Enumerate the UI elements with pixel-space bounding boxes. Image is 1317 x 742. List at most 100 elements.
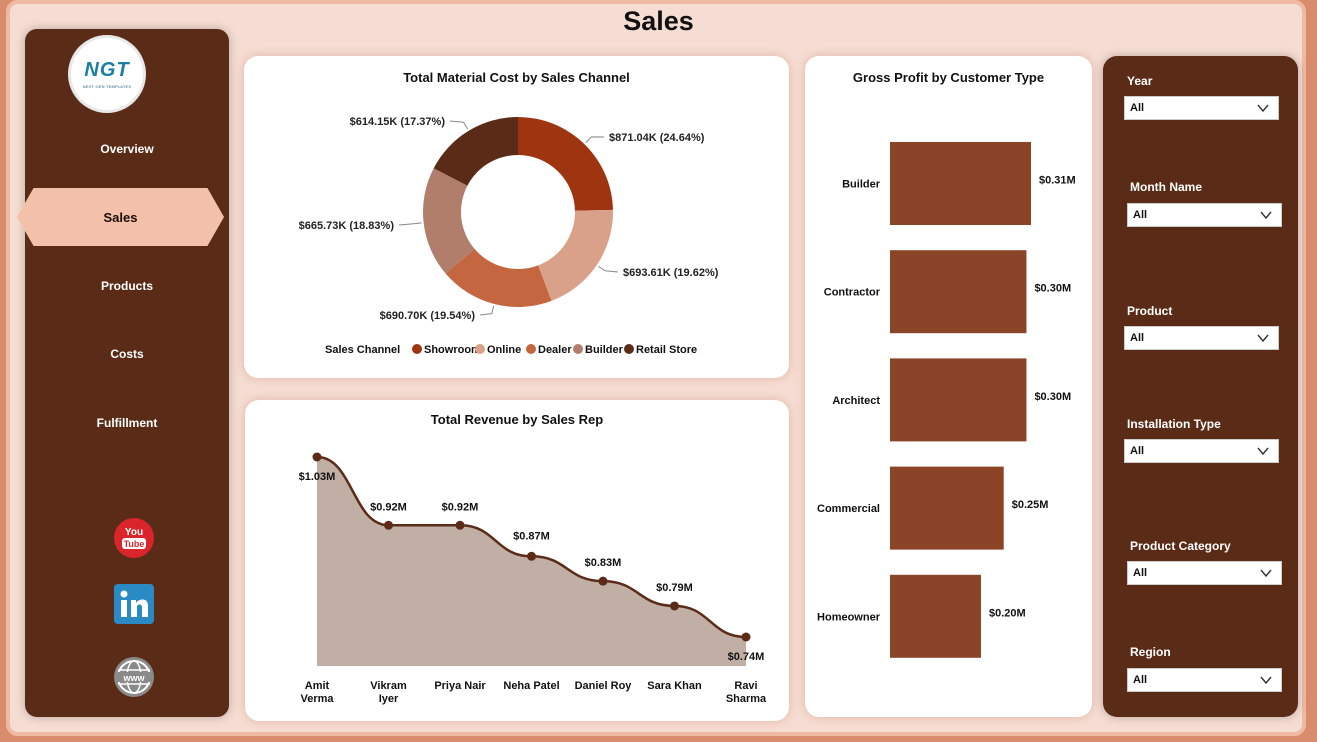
donut-slice-dealer[interactable] <box>445 248 552 307</box>
revenue-x-tick-label: Priya Nair <box>434 680 486 692</box>
chevron-down-icon <box>1260 676 1272 685</box>
svg-text:Tube: Tube <box>124 539 145 549</box>
revenue-point-vikram-iyer[interactable] <box>384 520 393 530</box>
revenue-x-tick-label: Vikram <box>370 680 407 692</box>
material-cost-donut-chart: $871.04K (24.64%) $693.61K (19.62%) $690.7… <box>299 116 719 356</box>
filter-value-product: All <box>1130 332 1145 344</box>
legend-marker-online <box>475 344 485 354</box>
filter-select-month[interactable]: All <box>1127 203 1282 227</box>
gross-profit-category-label: Architect <box>832 395 880 407</box>
gross-profit-data-label: $0.31M <box>1039 175 1076 187</box>
nav-item-products[interactable]: Products <box>100 279 153 293</box>
left-nav: NGT NEXT GEN TEMPLATES Overview Sales Pr… <box>17 29 229 717</box>
gross-profit-category-label: Contractor <box>824 287 881 299</box>
revenue-x-tick-label: Amit <box>305 680 330 692</box>
revenue-data-label: $0.92M <box>442 501 479 513</box>
legend-marker-dealer <box>526 344 536 354</box>
nav-item-costs[interactable]: Costs <box>110 347 144 361</box>
gross-profit-title: Gross Profit by Customer Type <box>852 70 1045 85</box>
gross-profit-data-label: $0.30M <box>1034 283 1071 295</box>
chevron-down-icon <box>1257 447 1269 456</box>
filter-label-product-category: Product Category <box>1130 539 1231 553</box>
revenue-point-priya-nair[interactable] <box>455 520 465 530</box>
gross-profit-bar-builder[interactable] <box>890 142 1031 225</box>
revenue-data-label: $0.79M <box>656 582 693 594</box>
filter-label-installation-type: Installation Type <box>1127 417 1221 431</box>
gross-profit-data-label: $0.20M <box>989 607 1026 619</box>
donut-slice-builder[interactable] <box>423 168 475 274</box>
donut-data-label: $614.15K (17.37%) <box>350 116 446 128</box>
filter-label-region: Region <box>1130 645 1171 659</box>
gross-profit-bar-homeowner[interactable] <box>890 574 981 658</box>
donut-leader-line <box>449 120 469 130</box>
gross-profit-data-label: $0.25M <box>1012 499 1049 511</box>
revenue-data-label: $0.87M <box>513 530 550 542</box>
chevron-down-icon <box>1260 569 1272 578</box>
chevron-down-icon <box>1257 104 1269 113</box>
revenue-data-label: $0.92M <box>370 501 407 513</box>
filter-label-year: Year <box>1127 74 1153 88</box>
revenue-point-ravi-sharma[interactable] <box>741 632 751 642</box>
revenue-x-tick-label: Sara Khan <box>647 680 702 692</box>
chevron-down-icon <box>1260 211 1272 220</box>
svg-text:www: www <box>122 673 145 683</box>
donut-slice-online[interactable] <box>538 209 613 301</box>
gross-profit-bar-contractor[interactable] <box>890 250 1027 334</box>
material-cost-card: Total Material Cost by Sales Channel $87… <box>244 56 789 378</box>
revenue-point-neha-patel[interactable] <box>527 551 536 561</box>
filter-label-product: Product <box>1127 304 1173 318</box>
page-title: Sales <box>623 6 694 36</box>
filter-value-year: All <box>1130 102 1145 114</box>
filter-label-month: Month Name <box>1130 180 1202 194</box>
donut-slice-showroom[interactable] <box>518 117 613 211</box>
gross-profit-bar-architect[interactable] <box>890 358 1027 442</box>
chevron-down-icon <box>1257 334 1269 343</box>
youtube-icon[interactable]: You Tube <box>113 517 155 559</box>
gross-profit-data-label: $0.30M <box>1034 391 1071 403</box>
revenue-x-tick-label: Sharma <box>726 693 767 705</box>
legend-marker-showroom <box>412 344 422 354</box>
filter-value-region: All <box>1133 674 1148 686</box>
legend-marker-retail-store <box>624 344 634 354</box>
donut-slice-retail-store[interactable] <box>433 117 518 186</box>
nav-item-fulfillment[interactable]: Fulfillment <box>96 416 158 430</box>
revenue-x-tick-label: Neha Patel <box>503 680 559 692</box>
website-icon[interactable]: www <box>113 656 155 698</box>
ngt-logo[interactable]: NGT NEXT GEN TEMPLATES <box>71 38 143 110</box>
legend-marker-builder <box>573 344 583 354</box>
linkedin-icon[interactable] <box>113 583 155 625</box>
filter-select-region[interactable]: All <box>1127 668 1282 692</box>
nav-item-overview[interactable]: Overview <box>100 142 154 156</box>
revenue-x-tick-label: Iyer <box>379 693 399 705</box>
nav-item-sales[interactable]: Sales <box>17 188 224 246</box>
filter-panel: Year All Month Name All Product All Inst… <box>1103 56 1298 717</box>
filter-select-installation-type[interactable]: All <box>1124 439 1279 463</box>
donut-data-label: $871.04K (24.64%) <box>609 132 705 144</box>
revenue-x-tick-label: Daniel Roy <box>575 680 633 692</box>
logo-text: NGT <box>84 59 130 81</box>
filter-select-year[interactable]: All <box>1124 96 1279 120</box>
revenue-point-sara-khan[interactable] <box>670 601 679 611</box>
filter-select-product-category[interactable]: All <box>1127 561 1282 585</box>
filter-value-installation-type: All <box>1130 445 1145 457</box>
legend-item-builder[interactable]: Builder <box>585 344 624 356</box>
legend-item-online[interactable]: Online <box>487 344 521 356</box>
revenue-point-daniel-roy[interactable] <box>598 576 608 586</box>
gross-profit-bar-commercial[interactable] <box>890 466 1004 550</box>
legend-item-showroom[interactable]: Showroom <box>424 344 481 356</box>
revenue-point-amit-verma[interactable] <box>312 452 322 462</box>
gross-profit-category-label: Builder <box>842 179 881 191</box>
gross-profit-category-label: Commercial <box>817 503 880 515</box>
material-cost-title: Total Material Cost by Sales Channel <box>403 70 630 85</box>
legend-item-retail-store[interactable]: Retail Store <box>636 344 697 356</box>
revenue-x-tick-label: Verma <box>300 693 334 705</box>
revenue-x-tick-label: Ravi <box>734 680 757 692</box>
logo-subtext: NEXT GEN TEMPLATES <box>82 84 132 89</box>
donut-leader-line <box>598 265 619 273</box>
revenue-data-label: $1.03M <box>299 471 336 483</box>
revenue-data-label: $0.74M <box>728 651 765 663</box>
donut-leader-line <box>585 136 605 143</box>
legend-item-dealer[interactable]: Dealer <box>538 344 572 356</box>
filter-select-product[interactable]: All <box>1124 326 1279 350</box>
